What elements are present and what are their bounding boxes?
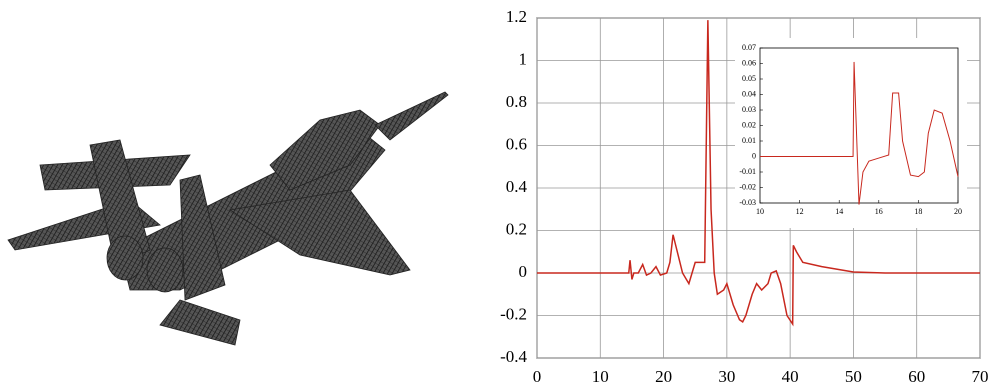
y-tick-label: -0.02	[739, 182, 756, 191]
x-tick-label: 10	[756, 207, 764, 216]
y-tick-label: 0	[752, 151, 756, 160]
y-tick-label: 0.07	[742, 43, 756, 52]
x-tick-label: 40	[782, 367, 799, 386]
y-tick-label: 0.4	[506, 177, 528, 196]
aircraft-mesh	[8, 92, 448, 345]
y-tick-label: 0.8	[506, 92, 527, 111]
y-tick-label: -0.03	[739, 198, 756, 207]
y-tick-label: 0.02	[742, 120, 756, 129]
y-tick-label: 0.6	[506, 134, 527, 153]
y-tick-label: 0.06	[742, 58, 756, 67]
y-tick-label: 0.04	[742, 89, 756, 98]
y-tick-label: -0.01	[739, 167, 756, 176]
x-tick-label: 14	[835, 207, 843, 216]
y-tick-label: 0.05	[742, 74, 756, 83]
y-tick-label: 0.01	[742, 136, 756, 145]
page: -0.4 -0.2 0 0.2 0.4 0.6 0.8 1 1.2 0 10 20 30 40 50 60 70…	[0, 0, 1004, 387]
x-tick-label: 16	[875, 207, 883, 216]
x-tick-label: 70	[972, 367, 989, 386]
x-tick-label: 0	[533, 367, 542, 386]
y-tick-label: -0.4	[500, 347, 527, 366]
inset-background	[735, 38, 967, 228]
x-tick-label: 30	[718, 367, 735, 386]
x-tick-label: 12	[796, 207, 804, 216]
x-tick-label: 20	[655, 367, 672, 386]
y-tick-label: 1.2	[506, 7, 527, 26]
x-tick-label: 20	[954, 207, 962, 216]
y-tick-label: 0	[519, 262, 528, 281]
x-tick-label: 60	[908, 367, 925, 386]
x-tick-label: 10	[592, 367, 609, 386]
x-tick-label: 50	[845, 367, 862, 386]
y-tick-label: 1	[519, 49, 528, 68]
y-tick-label: -0.2	[500, 304, 527, 323]
y-tick-label: 0.03	[742, 105, 756, 114]
x-tick-label: 18	[914, 207, 922, 216]
y-tick-label: 0.2	[506, 219, 527, 238]
